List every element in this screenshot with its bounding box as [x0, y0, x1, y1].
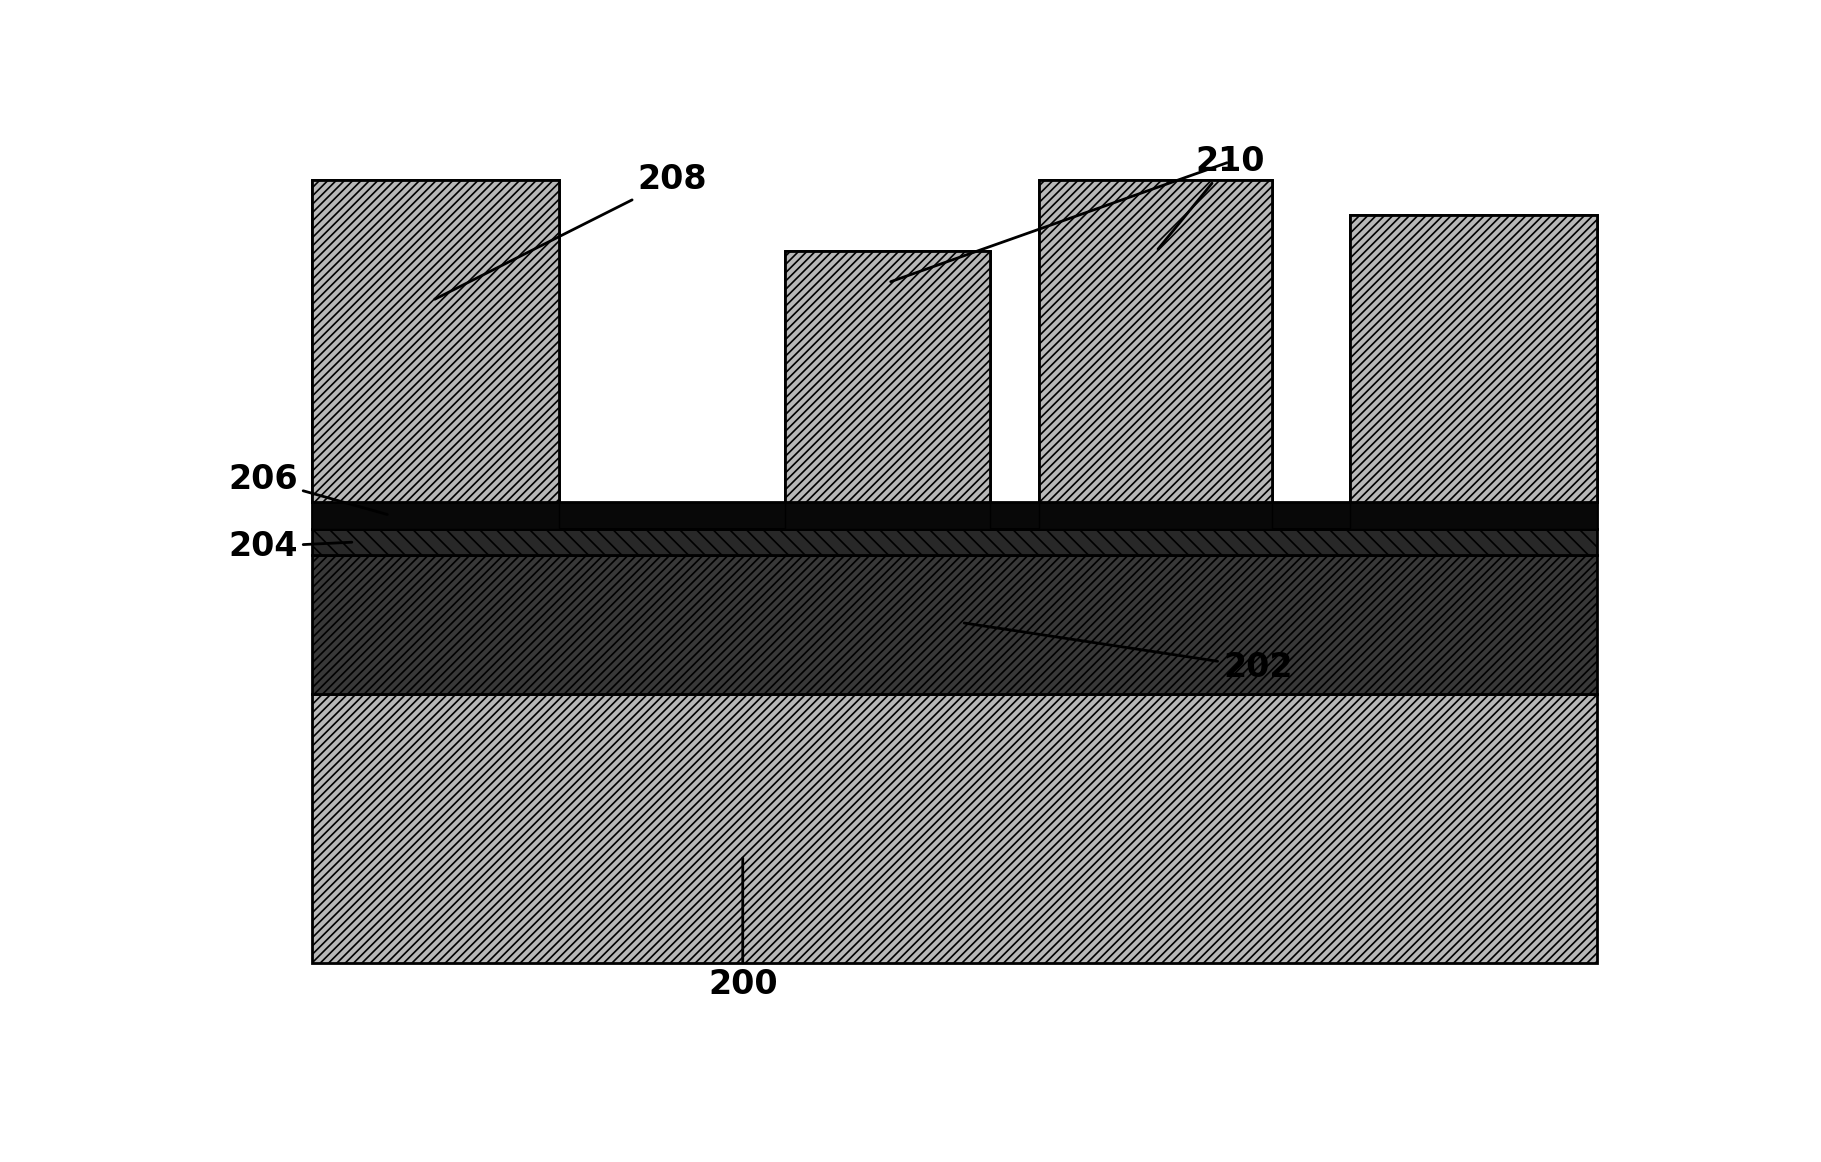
Bar [1040, 487, 1271, 529]
Bar [785, 251, 991, 502]
Text: 204: 204 [228, 530, 351, 564]
Bar [1349, 487, 1597, 529]
Bar [1349, 215, 1597, 502]
Bar [785, 487, 991, 529]
Bar [1040, 180, 1271, 502]
Text: 202: 202 [965, 623, 1293, 683]
Text: 208: 208 [435, 163, 707, 300]
Text: 200: 200 [708, 858, 778, 1002]
Bar [313, 694, 1597, 962]
Bar [1349, 215, 1597, 502]
Bar [1040, 180, 1271, 502]
Bar [313, 180, 559, 502]
Text: 206: 206 [228, 462, 388, 515]
Bar [313, 555, 1597, 694]
Bar [785, 251, 991, 502]
Text: 210: 210 [1158, 145, 1264, 249]
Bar [313, 502, 1597, 529]
Bar [313, 180, 559, 502]
Bar [313, 529, 1597, 555]
Bar [313, 487, 559, 529]
